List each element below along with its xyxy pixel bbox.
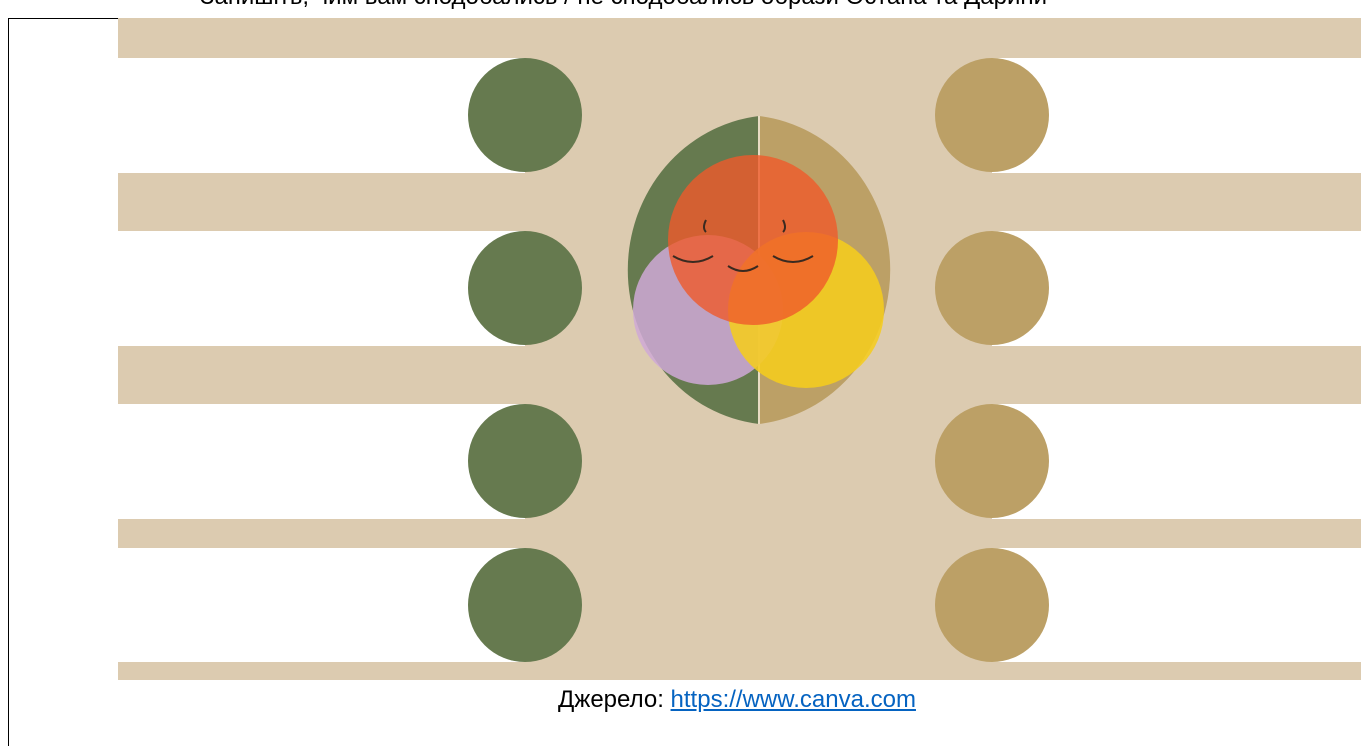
caption: Джерело: https://www.canva.com bbox=[0, 686, 1361, 714]
top-text: Запишіть, чим вам сподобались / не сподо… bbox=[200, 0, 1047, 11]
frame-border bbox=[8, 18, 118, 19]
illustration bbox=[118, 18, 1361, 680]
caption-label: Джерело: bbox=[558, 686, 664, 713]
page: Запишіть, чим вам сподобались / не сподо… bbox=[0, 0, 1361, 746]
frame-border bbox=[8, 18, 9, 746]
source-link[interactable]: https://www.canva.com bbox=[671, 686, 916, 713]
